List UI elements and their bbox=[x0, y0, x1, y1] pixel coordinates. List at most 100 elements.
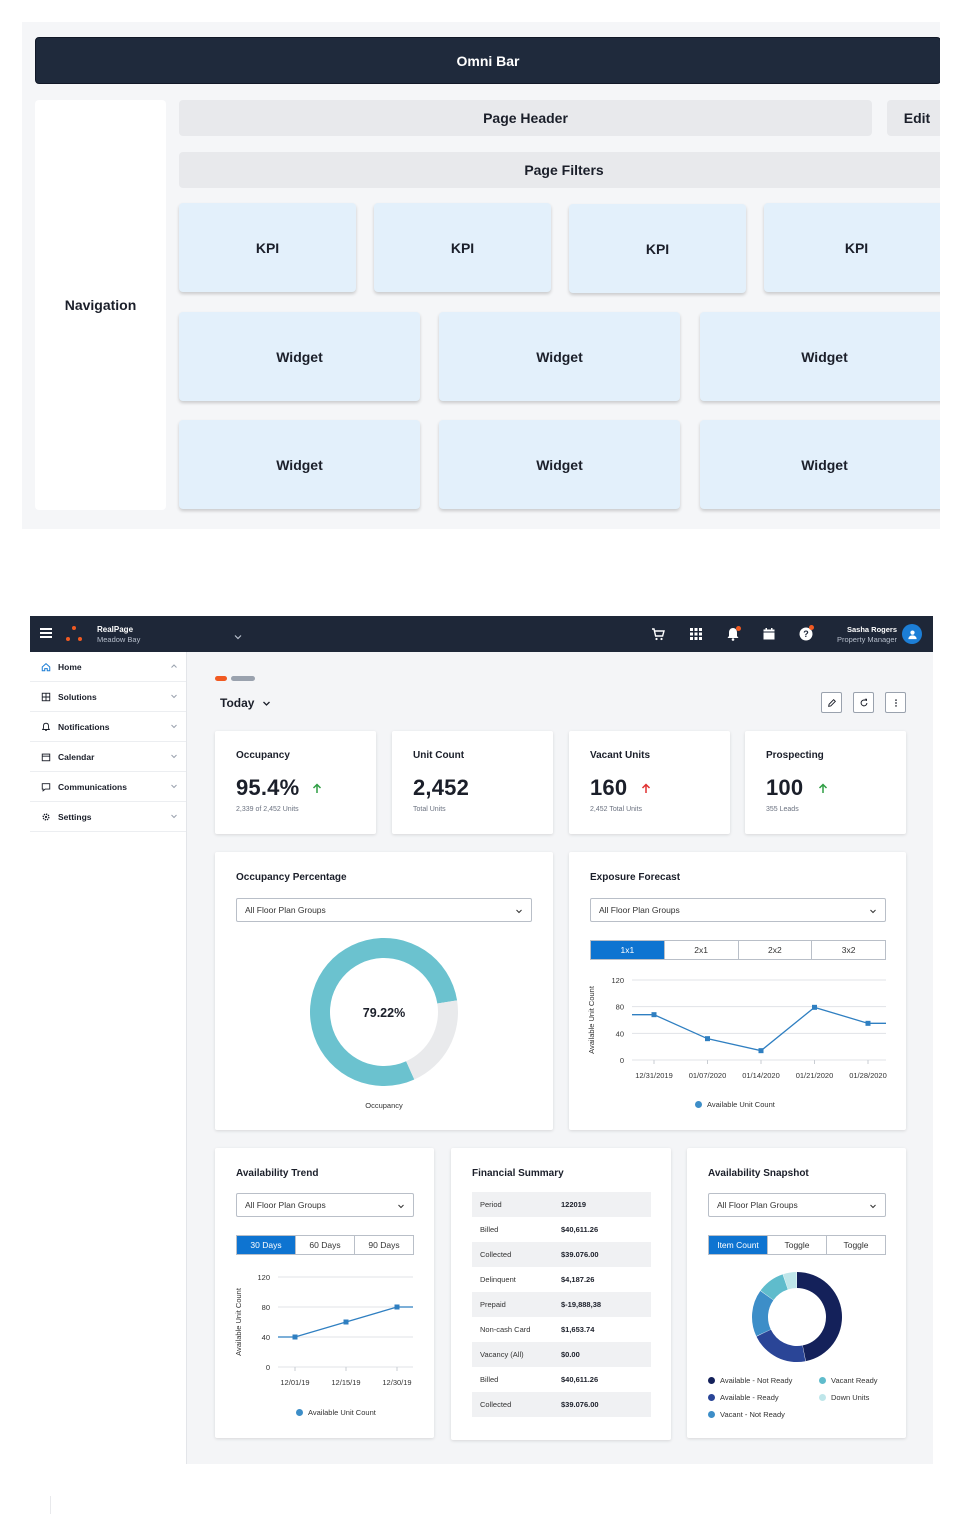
company-name: RealPage bbox=[97, 625, 134, 634]
chevron-down-icon[interactable] bbox=[170, 782, 178, 790]
sidebar-item-calendar[interactable]: Calendar bbox=[30, 742, 186, 772]
row-label: Delinquent bbox=[480, 1275, 516, 1284]
more-button[interactable] bbox=[885, 692, 906, 713]
kpi-card-prospecting[interactable]: Prospecting 100 355 Leads bbox=[745, 731, 906, 834]
table-row: Billed $40,611.26 bbox=[472, 1217, 651, 1242]
help-icon[interactable]: ? bbox=[798, 626, 814, 642]
chevron-down-icon[interactable] bbox=[170, 722, 178, 730]
property-switcher[interactable]: RealPage Meadow Bay bbox=[97, 625, 140, 645]
row-value: $4,187.26 bbox=[561, 1275, 595, 1284]
row-label: Billed bbox=[480, 1375, 499, 1384]
tab-3x2[interactable]: 3x2 bbox=[841, 945, 856, 955]
tab-2x2[interactable]: 2x2 bbox=[739, 941, 813, 959]
kpi-title: Vacant Units bbox=[590, 750, 651, 761]
kpi-card-vacant-units[interactable]: Vacant Units 160 2,452 Total Units bbox=[569, 731, 730, 834]
legend-dot bbox=[708, 1411, 715, 1418]
sidebar-item-solutions[interactable]: Solutions bbox=[30, 682, 186, 712]
availability-trend-line-chart: 0 40 80 120 12/01/19 12/15/19 12/30/19 Availabl… bbox=[234, 1273, 413, 1387]
floor-plan-select[interactable]: All Floor Plan Groups bbox=[590, 898, 886, 922]
donut-slice[interactable] bbox=[760, 1274, 788, 1300]
donut-slice[interactable] bbox=[752, 1290, 774, 1337]
sidebar-item-notifications[interactable]: Notifications bbox=[30, 712, 186, 742]
tab-60-days[interactable]: 60 Days bbox=[296, 1236, 355, 1254]
tab-30-days[interactable]: 30 Days bbox=[237, 1236, 296, 1254]
row-label: Non-cash Card bbox=[480, 1325, 531, 1334]
wireframe-widget: Widget bbox=[179, 312, 420, 401]
edit-button[interactable] bbox=[821, 692, 842, 713]
data-point[interactable] bbox=[758, 1048, 764, 1054]
donut-slice[interactable] bbox=[797, 1272, 842, 1362]
floor-plan-select[interactable]: All Floor Plan Groups bbox=[708, 1193, 886, 1217]
period-dropdown[interactable]: Today bbox=[220, 696, 271, 710]
chevron-up-icon[interactable] bbox=[170, 662, 178, 670]
wireframe-widget: Widget bbox=[700, 312, 940, 401]
page-dot-active[interactable] bbox=[215, 676, 227, 681]
donut-slice[interactable] bbox=[783, 1272, 797, 1290]
refresh-button[interactable] bbox=[853, 692, 874, 713]
cart-icon[interactable] bbox=[650, 626, 666, 642]
data-point[interactable] bbox=[651, 1012, 657, 1018]
user-role: Property Manager bbox=[836, 635, 897, 644]
tab-item-count[interactable]: Item Count bbox=[709, 1236, 768, 1254]
exposure-forecast-widget: Exposure Forecast All Floor Plan Groups … bbox=[569, 852, 906, 1130]
kpi-card-occupancy[interactable]: Occupancy 95.4% 2,339 of 2,452 Units bbox=[215, 731, 376, 834]
tab-90-days[interactable]: 90 Days bbox=[368, 1240, 400, 1250]
user-icon bbox=[907, 630, 917, 639]
chevron-down-icon[interactable] bbox=[170, 752, 178, 760]
kpi-card-unit-count[interactable]: Unit Count 2,452 Total Units bbox=[392, 731, 553, 834]
tab-toggle[interactable]: Toggle bbox=[843, 1240, 869, 1250]
y-tick-label: 120 bbox=[611, 976, 624, 985]
y-axis-label: Available Unit Count bbox=[234, 1287, 243, 1356]
chat-icon bbox=[41, 782, 51, 792]
legend-item: Vacant - Not Ready bbox=[708, 1410, 785, 1419]
bell-icon[interactable] bbox=[725, 626, 741, 642]
sidebar-item-home[interactable]: Home bbox=[30, 652, 186, 682]
user-menu[interactable]: Sasha Rogers Property Manager bbox=[833, 625, 897, 645]
tab-1x1[interactable]: 1x1 bbox=[591, 941, 665, 959]
legend-item: Vacant Ready bbox=[819, 1376, 878, 1385]
tab-toggle[interactable]: Toggle bbox=[768, 1236, 827, 1254]
wireframe-omni-bar: Omni Bar bbox=[35, 37, 940, 84]
tab-2x1[interactable]: 2x1 bbox=[665, 941, 739, 959]
x-tick-label: 01/07/2020 bbox=[689, 1071, 727, 1080]
data-point[interactable] bbox=[394, 1304, 400, 1310]
page-dot[interactable] bbox=[231, 676, 255, 681]
chevron-down-icon bbox=[398, 1204, 404, 1209]
chevron-down-icon[interactable] bbox=[170, 812, 178, 820]
floor-plan-select[interactable]: All Floor Plan Groups bbox=[236, 1193, 414, 1217]
row-label: Vacancy (All) bbox=[480, 1350, 524, 1359]
page-indicator[interactable] bbox=[215, 668, 259, 686]
table-row: Vacancy (All) $0.00 bbox=[472, 1342, 651, 1367]
legend-label: Available Unit Count bbox=[707, 1100, 775, 1109]
snapshot-tabs: Item Count Toggle Toggle bbox=[708, 1235, 886, 1255]
calendar-icon[interactable] bbox=[761, 626, 777, 642]
legend-dot bbox=[819, 1377, 826, 1384]
sidebar-item-communications[interactable]: Communications bbox=[30, 772, 186, 802]
donut-slice[interactable] bbox=[756, 1329, 806, 1362]
x-tick-label: 12/30/19 bbox=[382, 1378, 411, 1387]
occupancy-donut-chart: 79.22% bbox=[310, 938, 458, 1086]
trend-up-icon bbox=[312, 783, 322, 793]
data-point[interactable] bbox=[812, 1004, 817, 1010]
legend-label: Available - Not Ready bbox=[720, 1376, 793, 1385]
data-point[interactable] bbox=[705, 1036, 710, 1042]
occupancy-percentage-widget: Occupancy Percentage All Floor Plan Grou… bbox=[215, 852, 553, 1130]
legend-label: Vacant Ready bbox=[831, 1376, 878, 1385]
data-point[interactable] bbox=[865, 1020, 871, 1026]
menu-icon[interactable] bbox=[40, 628, 52, 639]
floor-plan-select[interactable]: All Floor Plan Groups bbox=[236, 898, 532, 922]
data-point[interactable] bbox=[292, 1334, 298, 1340]
avatar[interactable] bbox=[902, 624, 922, 644]
select-value: All Floor Plan Groups bbox=[599, 905, 680, 915]
donut-empty-segment bbox=[406, 1000, 458, 1080]
apps-grid-icon[interactable] bbox=[688, 626, 704, 642]
chevron-down-icon[interactable] bbox=[234, 633, 242, 641]
row-value: $39.076.00 bbox=[561, 1250, 599, 1259]
data-point[interactable] bbox=[343, 1319, 349, 1325]
legend-dot bbox=[819, 1394, 826, 1401]
sidebar-item-settings[interactable]: Settings bbox=[30, 802, 186, 832]
row-label: Prepaid bbox=[480, 1300, 506, 1309]
kpi-subtext: Total Units bbox=[413, 806, 446, 813]
wireframe-kpi: KPI bbox=[179, 203, 356, 292]
chevron-down-icon[interactable] bbox=[170, 692, 178, 700]
